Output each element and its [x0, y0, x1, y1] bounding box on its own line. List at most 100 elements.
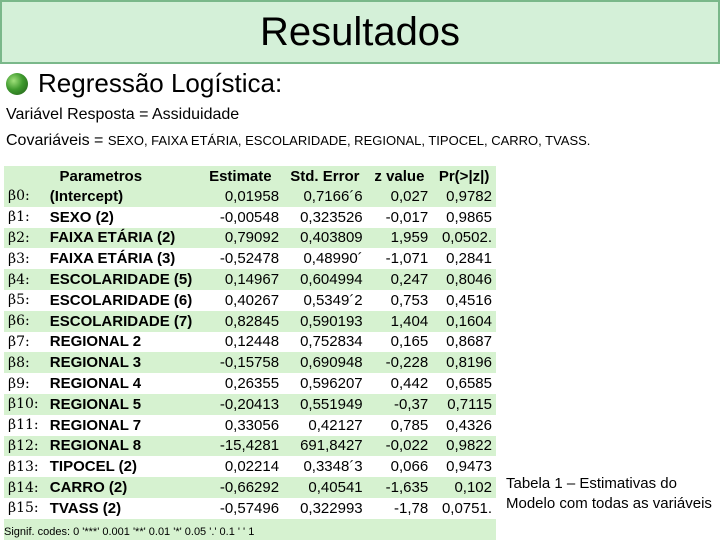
header-parametros: Parametros: [4, 166, 198, 186]
std-error-cell: 691,8427: [283, 435, 367, 457]
p-value-cell: 0,1604: [432, 310, 496, 332]
beta-cell: β7:: [4, 331, 50, 353]
std-error-cell: 0,604994: [283, 269, 367, 290]
std-error-cell: 0,40541: [283, 477, 367, 498]
param-cell: REGIONAL 5: [49, 393, 198, 415]
table-row: β5: ESCOLARIDADE (6) 0,40267 0,5349´2 0,753 0…: [4, 289, 496, 311]
estimate-cell: -0,52478: [197, 248, 284, 270]
z-value-cell: 0,753: [366, 289, 433, 311]
estimate-cell: 0,33056: [197, 414, 284, 436]
z-value-cell: -0,017: [366, 206, 433, 228]
std-error-cell: 0,690948: [283, 352, 367, 374]
estimate-cell: 0,02214: [197, 456, 284, 478]
table-row: β7: REGIONAL 2 0,12448 0,752834 0,165 0,8687: [4, 331, 496, 353]
header-std-error: Std. Error: [283, 166, 367, 186]
p-value-cell: 0,102: [432, 477, 496, 498]
z-value-cell: 0,442: [366, 373, 433, 394]
beta-cell: β3:: [4, 248, 50, 270]
page-title: Resultados: [259, 9, 461, 54]
beta-cell: β5:: [4, 289, 50, 311]
covariates-label: Covariáveis =: [6, 132, 108, 149]
beta-cell: β11:: [4, 414, 50, 436]
p-value-cell: 0,9473: [432, 456, 496, 478]
p-value-cell: 0,2841: [432, 248, 496, 270]
param-cell: CARRO (2): [49, 477, 198, 498]
estimate-cell: -0,20413: [197, 393, 284, 415]
param-cell: FAIXA ETÁRIA (2): [49, 227, 198, 249]
param-cell: REGIONAL 3: [49, 352, 198, 374]
table-row: β15: TVASS (2) -0,57496 0,322993 -1,78 0,0751…: [4, 497, 496, 519]
z-value-cell: 0,165: [366, 331, 433, 353]
beta-cell: β14:: [4, 477, 50, 498]
param-cell: ESCOLARIDADE (7): [49, 310, 198, 332]
estimate-cell: -0,66292: [197, 477, 284, 498]
estimate-cell: 0,79092: [197, 227, 284, 249]
z-value-cell: -0,37: [366, 393, 433, 415]
std-error-cell: 0,7166´6: [283, 186, 367, 207]
response-variable-line: Variável Resposta = Assiduidade: [6, 106, 240, 123]
p-value-cell: 0,7115: [432, 393, 496, 415]
std-error-cell: 0,5349´2: [283, 289, 367, 311]
estimate-cell: -15,4281: [197, 435, 284, 457]
header-p-value: Pr(>|z|): [432, 166, 496, 186]
estimate-cell: 0,40267: [197, 289, 284, 311]
estimate-cell: 0,12448: [197, 331, 284, 353]
std-error-cell: 0,590193: [283, 310, 367, 332]
param-cell: REGIONAL 8: [49, 435, 198, 457]
param-cell: SEXO (2): [49, 206, 198, 228]
z-value-cell: 1,404: [366, 310, 433, 332]
p-value-cell: 0,8687: [432, 331, 496, 353]
results-table-container: Parametros Estimate Std. Error z value P…: [4, 166, 496, 540]
section-heading-text: Regressão Logística:: [38, 68, 283, 98]
results-table: Parametros Estimate Std. Error z value P…: [4, 166, 496, 519]
std-error-cell: 0,42127: [283, 414, 367, 436]
param-cell: REGIONAL 7: [49, 414, 198, 436]
table-row: β6: ESCOLARIDADE (7) 0,82845 0,590193 1,404 0…: [4, 310, 496, 332]
table-row: β14: CARRO (2) -0,66292 0,40541 -1,635 0,102: [4, 477, 496, 498]
param-cell: ESCOLARIDADE (5): [49, 269, 198, 290]
z-value-cell: 0,066: [366, 456, 433, 478]
p-value-cell: 0,9822: [432, 435, 496, 457]
p-value-cell: 0,6585: [432, 373, 496, 394]
std-error-cell: 0,752834: [283, 331, 367, 353]
beta-cell: β9:: [4, 373, 50, 394]
z-value-cell: -1,635: [366, 477, 433, 498]
beta-cell: β6:: [4, 310, 50, 332]
param-cell: FAIXA ETÁRIA (3): [49, 248, 198, 270]
table-row: β11: REGIONAL 7 0,33056 0,42127 0,785 0,4326: [4, 414, 496, 436]
table-row: β2: FAIXA ETÁRIA (2) 0,79092 0,403809 1,959 0…: [4, 227, 496, 249]
p-value-cell: 0,4326: [432, 414, 496, 436]
p-value-cell: 0,0751.: [432, 497, 496, 519]
beta-cell: β1:: [4, 206, 50, 228]
covariates-line: Covariáveis = SEXO, FAIXA ETÁRIA, ESCOLA…: [6, 132, 590, 150]
header-z-value: z value: [366, 166, 433, 186]
table-row: β3: FAIXA ETÁRIA (3) -0,52478 0,48990´ -1,07…: [4, 248, 496, 270]
param-cell: TIPOCEL (2): [49, 456, 198, 478]
beta-cell: β0:: [4, 186, 50, 207]
param-cell: TVASS (2): [49, 497, 198, 519]
std-error-cell: 0,551949: [283, 393, 367, 415]
std-error-cell: 0,48990´: [283, 248, 367, 270]
title-bar: Resultados: [0, 0, 720, 64]
table-row: β4: ESCOLARIDADE (5) 0,14967 0,604994 0,247 0…: [4, 269, 496, 290]
beta-cell: β13:: [4, 456, 50, 478]
std-error-cell: 0,596207: [283, 373, 367, 394]
p-value-cell: 0,0502.: [432, 227, 496, 249]
estimate-cell: 0,14967: [197, 269, 284, 290]
estimate-cell: 0,01958: [197, 186, 284, 207]
z-value-cell: 0,247: [366, 269, 433, 290]
table-row: β12: REGIONAL 8 -15,4281 691,8427 -0,022 0,98…: [4, 435, 496, 457]
z-value-cell: 0,027: [366, 186, 433, 207]
table-row: β0: (Intercept) 0,01958 0,7166´6 0,027 0,9782: [4, 186, 496, 207]
z-value-cell: -0,022: [366, 435, 433, 457]
estimate-cell: -0,00548: [197, 206, 284, 228]
z-value-cell: 0,785: [366, 414, 433, 436]
param-cell: (Intercept): [49, 186, 198, 207]
estimate-cell: 0,82845: [197, 310, 284, 332]
beta-cell: β12:: [4, 435, 50, 457]
p-value-cell: 0,8196: [432, 352, 496, 374]
param-cell: REGIONAL 2: [49, 331, 198, 353]
section-heading: Regressão Logística:: [6, 68, 282, 99]
header-estimate: Estimate: [197, 166, 284, 186]
beta-cell: β8:: [4, 352, 50, 374]
